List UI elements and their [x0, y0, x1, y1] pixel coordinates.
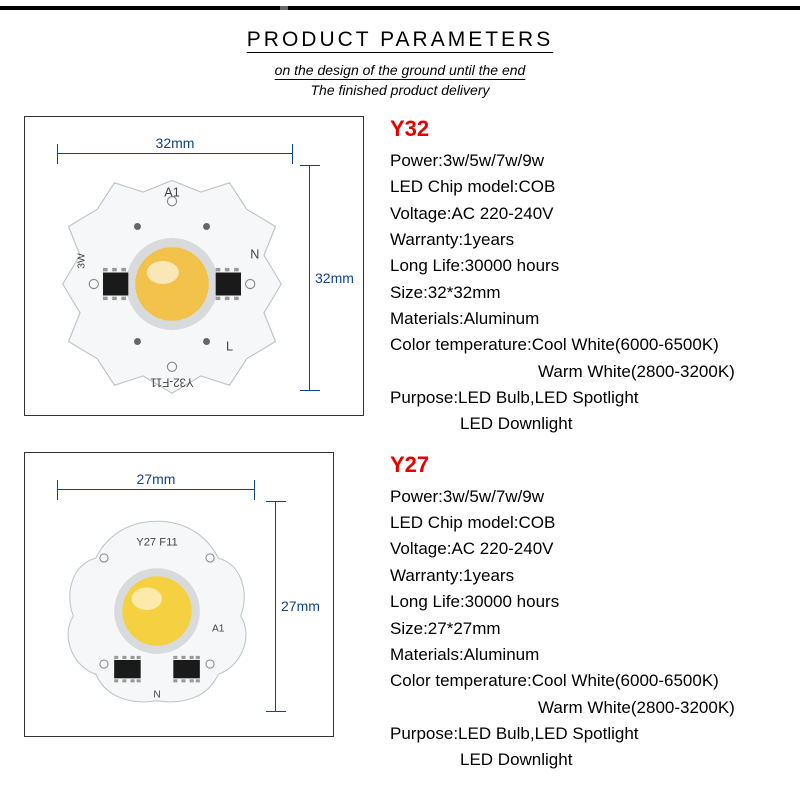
spec-purpose-1: Purpose:LED Bulb,LED Spotlight: [390, 721, 776, 747]
spec-voltage: Voltage:AC 220-240V: [390, 201, 776, 227]
svg-text:Y32-F11: Y32-F11: [150, 375, 193, 387]
dimension-line-icon: [57, 153, 293, 154]
dimension-line-icon: [309, 165, 310, 391]
spec-chip: LED Chip model:COB: [390, 510, 776, 536]
dimension-width: 32mm: [57, 135, 293, 154]
spec-materials: Materials:Aluminum: [390, 306, 776, 332]
dimension-height: 27mm: [269, 501, 313, 712]
dimension-line-icon: [275, 501, 276, 712]
dimension-line-icon: [57, 489, 255, 490]
spec-purpose-2: LED Downlight: [390, 411, 776, 437]
product-row-y27: 27mm 27mm Y27 F11: [0, 438, 800, 774]
model-title: Y27: [390, 452, 776, 478]
svg-text:N: N: [250, 248, 259, 262]
page-title: PRODUCT PARAMETERS: [0, 28, 800, 52]
spec-chip: LED Chip model:COB: [390, 174, 776, 200]
spec-voltage: Voltage:AC 220-240V: [390, 536, 776, 562]
model-title: Y32: [390, 116, 776, 142]
header-block: PRODUCT PARAMETERS on the design of the …: [0, 10, 800, 98]
svg-text:N: N: [153, 689, 160, 700]
page-subtitle-1: on the design of the ground until the en…: [0, 62, 800, 78]
product-row-y32: 32mm 32mm: [0, 98, 800, 438]
spec-size: Size:32*32mm: [390, 280, 776, 306]
diagram-y32: 32mm 32mm: [24, 116, 364, 416]
spec-color-temp-2: Warm White(2800-3200K): [390, 695, 776, 721]
dimension-width: 27mm: [57, 471, 255, 490]
dimension-height-label: 27mm: [281, 598, 320, 614]
led-chip-y27-icon: Y27 F11 A1 N: [55, 509, 259, 713]
spec-power: Power:3w/5w/7w/9w: [390, 484, 776, 510]
spec-purpose-1: Purpose:LED Bulb,LED Spotlight: [390, 385, 776, 411]
spec-color-temp-1: Color temperature:Cool White(6000-6500K): [390, 668, 776, 694]
spec-color-temp-2: Warm White(2800-3200K): [390, 359, 776, 385]
spec-size: Size:27*27mm: [390, 616, 776, 642]
dimension-height: 32mm: [303, 165, 347, 391]
spec-warranty: Warranty:1years: [390, 227, 776, 253]
spec-warranty: Warranty:1years: [390, 563, 776, 589]
page-subtitle-2: The finished product delivery: [0, 82, 800, 98]
diagram-y27: 27mm 27mm Y27 F11: [24, 452, 334, 737]
specs-y27: Y27 Power:3w/5w/7w/9w LED Chip model:COB…: [334, 452, 776, 774]
svg-text:3W: 3W: [77, 253, 88, 269]
dimension-height-label: 32mm: [315, 270, 354, 286]
spec-life: Long Life:30000 hours: [390, 589, 776, 615]
dimension-width-label: 32mm: [57, 135, 293, 151]
spec-purpose-2: LED Downlight: [390, 747, 776, 773]
spec-color-temp-1: Color temperature:Cool White(6000-6500K): [390, 332, 776, 358]
led-chip-y32-icon: A1 3W N L Y32-F11: [57, 169, 287, 399]
svg-text:Y27 F11: Y27 F11: [136, 537, 178, 549]
dimension-width-label: 27mm: [57, 471, 255, 487]
spec-materials: Materials:Aluminum: [390, 642, 776, 668]
svg-text:L: L: [226, 340, 233, 354]
spec-power: Power:3w/5w/7w/9w: [390, 148, 776, 174]
spec-life: Long Life:30000 hours: [390, 253, 776, 279]
specs-y32: Y32 Power:3w/5w/7w/9w LED Chip model:COB…: [364, 116, 776, 438]
svg-text:A1: A1: [212, 623, 225, 634]
pcb-label: A1: [164, 186, 179, 200]
